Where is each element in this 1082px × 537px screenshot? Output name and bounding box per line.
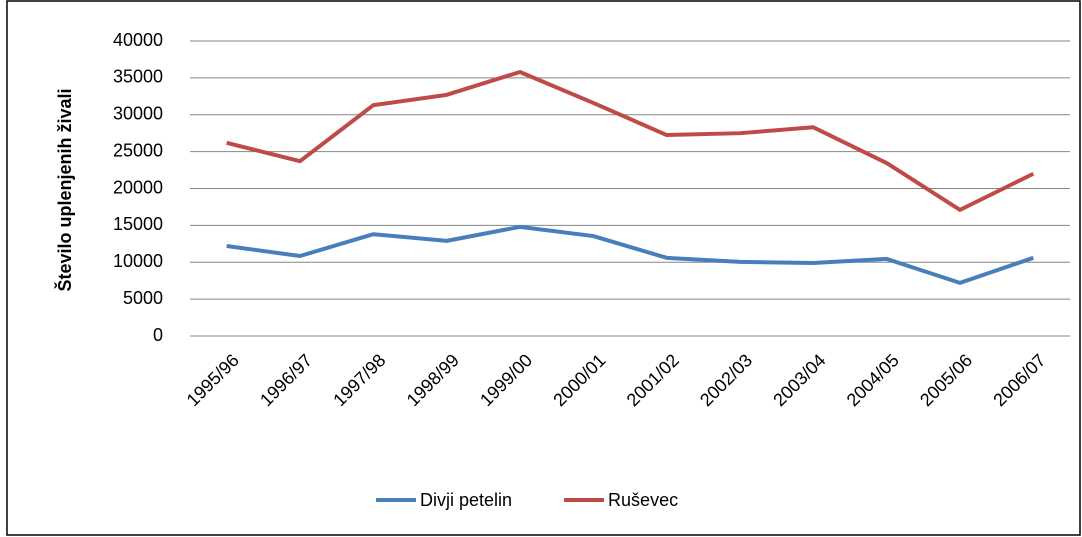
legend-label: Divji petelin xyxy=(420,490,512,510)
y-tick-label: 10000 xyxy=(113,251,163,271)
y-tick-label: 30000 xyxy=(113,104,163,124)
y-tick-label: 35000 xyxy=(113,67,163,87)
series-line xyxy=(226,224,1034,285)
y-tick-label: 40000 xyxy=(113,30,163,50)
series-line xyxy=(226,69,1035,212)
y-tick-label: 5000 xyxy=(123,288,163,308)
legend-label: Ruševec xyxy=(608,490,678,510)
chart-border xyxy=(6,0,1081,536)
y-tick-label: 15000 xyxy=(113,214,163,234)
y-axis-title: Število uplenjenih živali xyxy=(54,88,75,291)
y-tick-label: 25000 xyxy=(113,140,163,160)
y-tick-label: 20000 xyxy=(113,177,163,197)
y-tick-label: 0 xyxy=(153,325,163,345)
